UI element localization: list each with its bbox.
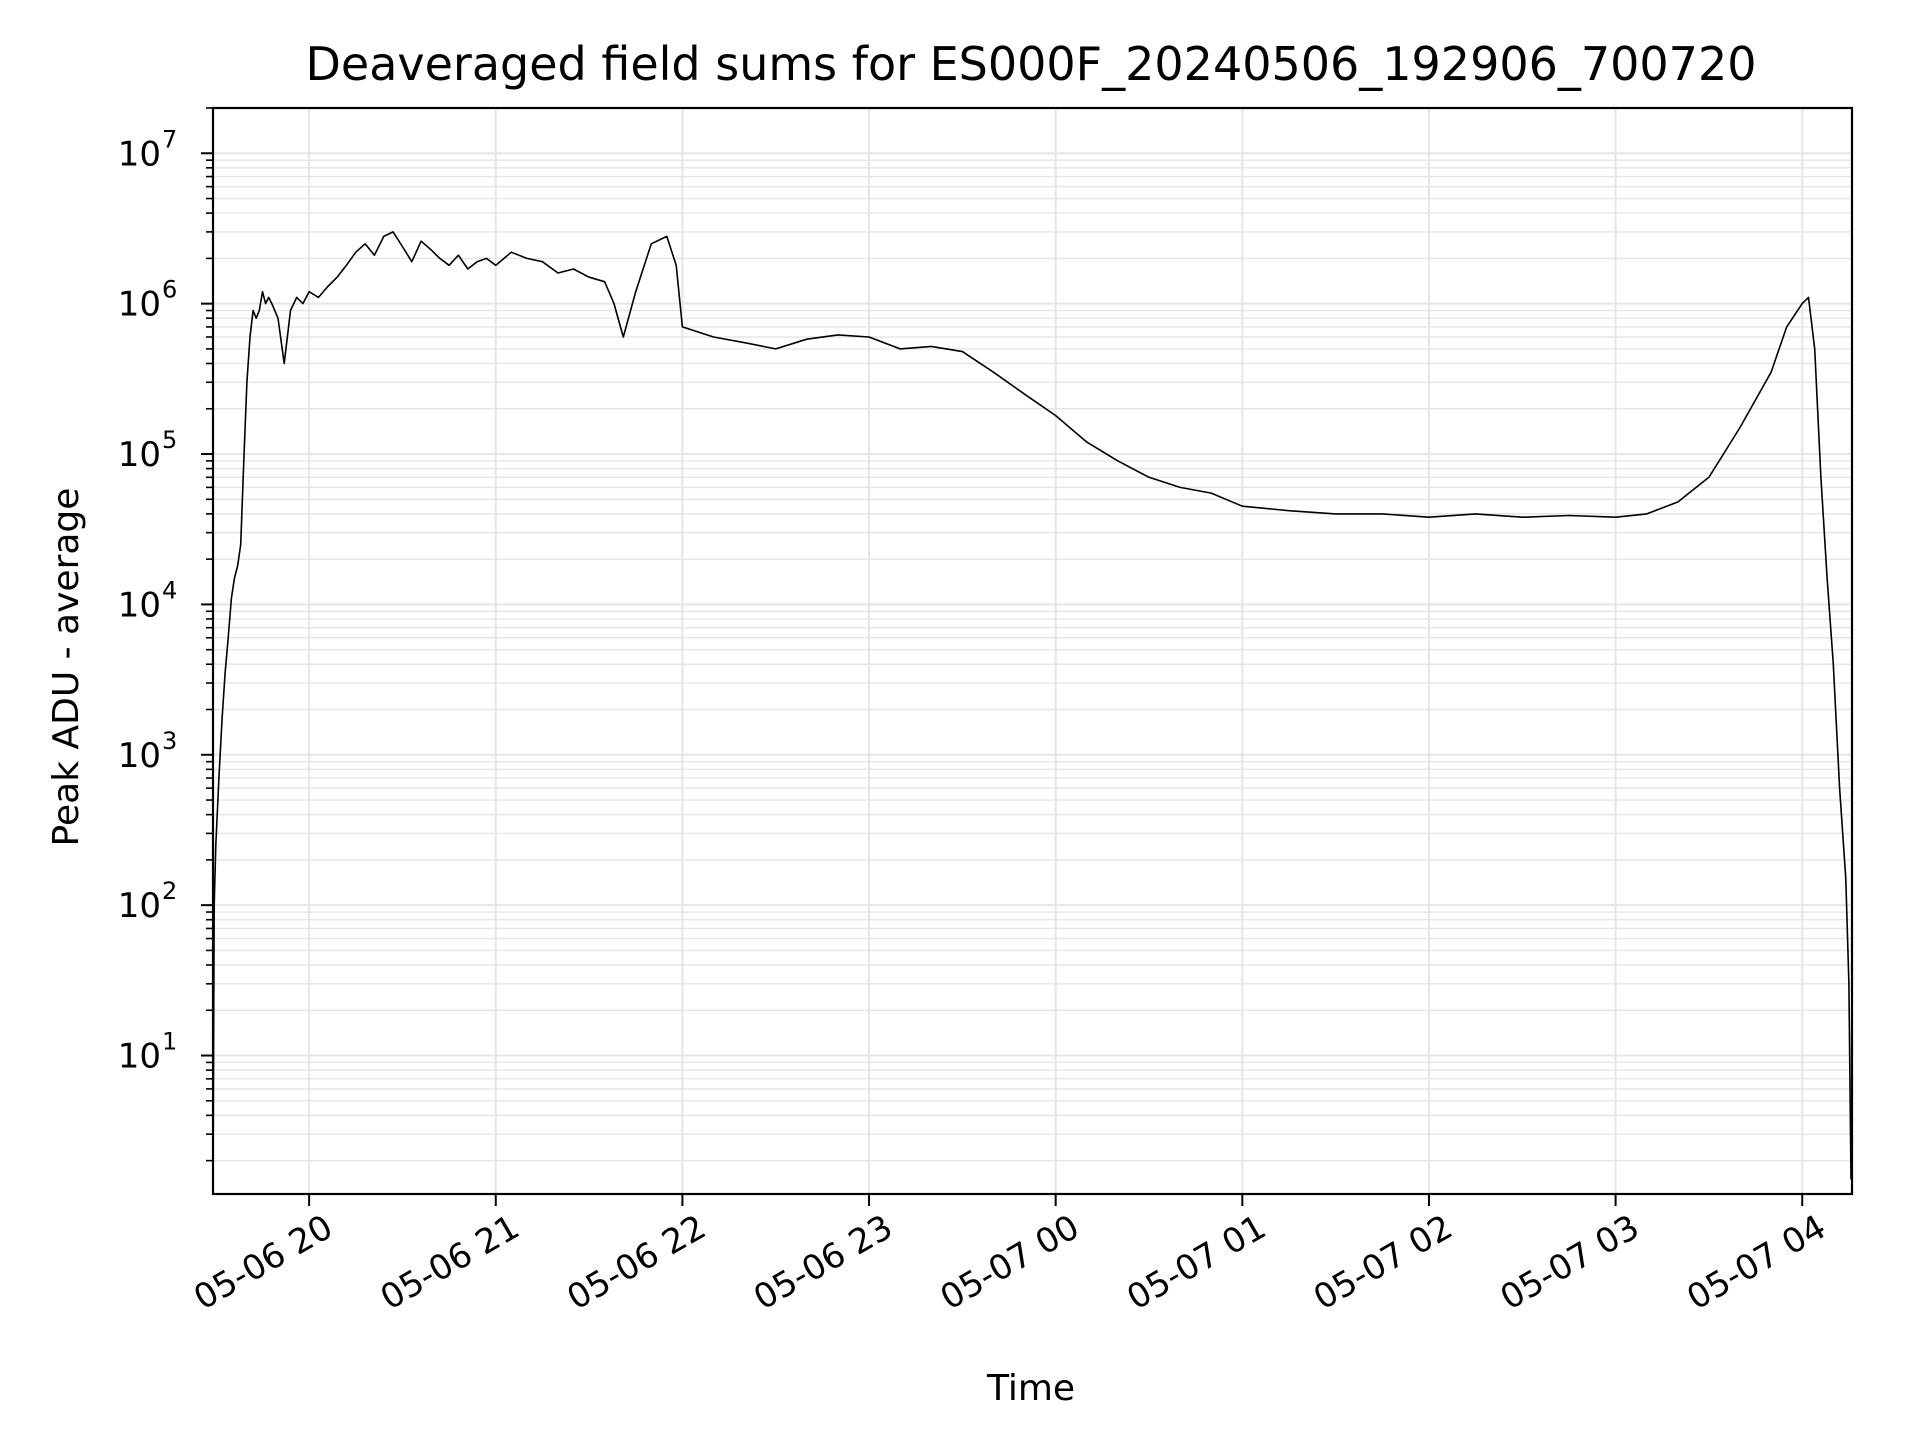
y-tick-label: 10 [118, 1037, 161, 1077]
plot-frame [211, 106, 1854, 1196]
y-tick-exponent: 7 [162, 125, 177, 153]
x-tick-label: 05-06 22 [561, 1207, 713, 1318]
x-tick-label: 05-07 01 [1120, 1207, 1272, 1318]
y-tick-exponent: 1 [162, 1028, 177, 1056]
x-tick-label: 05-06 20 [187, 1207, 339, 1318]
y-tick-label: 10 [118, 435, 161, 475]
x-axis: 05-06 20 05-06 21 05-06 22 05-06 23 05-07 00… [187, 1194, 1833, 1318]
x-tick-label: 05-07 03 [1494, 1207, 1646, 1318]
x-tick-label: 05-06 21 [374, 1207, 526, 1318]
y-tick-exponent: 3 [162, 727, 177, 755]
series-line [212, 231, 1852, 1189]
y-tick-label: 10 [118, 886, 161, 926]
y-tick-label: 10 [118, 736, 161, 776]
y-tick-label: 10 [118, 285, 161, 325]
x-tick-label: 05-07 00 [934, 1207, 1086, 1318]
grid [213, 107, 1852, 1194]
y-tick-label: 10 [118, 134, 161, 174]
x-axis-label: Time [986, 1368, 1075, 1409]
chart-title: Deaveraged field sums for ES000F_2024050… [306, 37, 1757, 91]
y-tick-exponent: 6 [162, 276, 177, 304]
y-tick-label: 10 [118, 585, 161, 625]
x-tick-label: 05-06 23 [747, 1207, 899, 1318]
x-tick-label: 05-07 04 [1680, 1207, 1832, 1318]
y-tick-exponent: 4 [162, 576, 177, 604]
x-tick-label: 05-07 02 [1307, 1207, 1459, 1318]
series-line-group [212, 231, 1852, 1189]
y-tick-exponent: 2 [162, 877, 177, 905]
y-tick-exponent: 5 [162, 426, 177, 454]
y-axis-label: Peak ADU - average [46, 488, 87, 847]
